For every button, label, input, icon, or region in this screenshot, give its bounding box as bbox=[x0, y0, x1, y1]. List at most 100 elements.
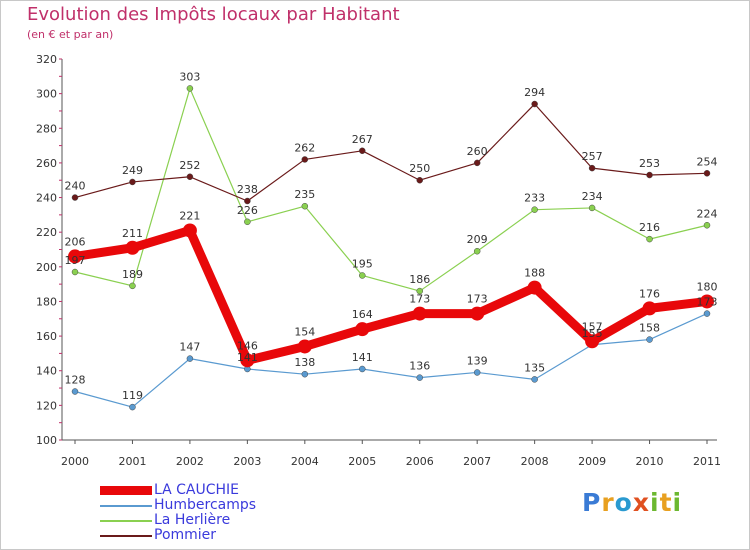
data-label-la-herli-re: 226 bbox=[237, 204, 258, 217]
data-label-la-cauchie: 188 bbox=[524, 267, 545, 280]
data-label-pommier: 257 bbox=[582, 150, 603, 163]
data-label-la-cauchie: 180 bbox=[697, 280, 718, 293]
x-tick-label: 2002 bbox=[176, 455, 204, 468]
point-la-cauchie bbox=[125, 240, 140, 255]
point-la-cauchie bbox=[642, 301, 657, 316]
y-tick-label: 180 bbox=[36, 295, 57, 308]
data-label-pommier: 260 bbox=[467, 145, 488, 158]
point-pommier bbox=[703, 170, 711, 177]
axes: 100 120 140 160 180 200 220 240 260 280 300 320 2000… bbox=[36, 53, 721, 468]
data-label-humbercamps: 173 bbox=[697, 296, 718, 309]
data-label-la-herli-re: 197 bbox=[65, 254, 86, 267]
y-tick-label: 300 bbox=[36, 88, 57, 101]
point-humbercamps bbox=[646, 336, 653, 343]
point-la-cauchie bbox=[412, 306, 427, 321]
data-label-la-herli-re: 216 bbox=[639, 221, 660, 234]
point-humbercamps bbox=[473, 369, 481, 376]
data-label-humbercamps: 135 bbox=[524, 361, 545, 374]
data-label-humbercamps: 158 bbox=[639, 322, 660, 335]
x-tick-label: 2009 bbox=[578, 455, 606, 468]
data-label-humbercamps: 141 bbox=[352, 351, 373, 364]
point-pommier bbox=[301, 156, 309, 163]
x-tick-label: 2008 bbox=[521, 455, 549, 468]
data-label-la-herli-re: 195 bbox=[352, 257, 373, 270]
point-la-cauchie bbox=[585, 334, 600, 349]
point-la-herli-re bbox=[244, 218, 251, 226]
point-humbercamps bbox=[359, 365, 366, 373]
point-la-herli-re bbox=[359, 272, 366, 279]
data-labels: 128 119 147 141 138 141 136 139 135 155 158 173 197 1… bbox=[65, 70, 718, 402]
data-label-pommier: 267 bbox=[352, 133, 373, 146]
point-humbercamps bbox=[703, 310, 711, 317]
logo-letter: i bbox=[650, 488, 660, 517]
point-la-cauchie bbox=[470, 306, 485, 321]
point-la-herli-re bbox=[531, 206, 538, 213]
point-humbercamps bbox=[186, 355, 194, 362]
data-label-la-herli-re: 303 bbox=[179, 70, 200, 83]
point-humbercamps bbox=[129, 403, 136, 411]
legend-swatch bbox=[100, 520, 152, 522]
point-la-cauchie bbox=[355, 322, 370, 337]
data-label-humbercamps: 139 bbox=[467, 354, 488, 367]
legend-label: LA CAUCHIE bbox=[154, 482, 240, 498]
data-label-pommier: 249 bbox=[122, 164, 143, 177]
legend-swatch bbox=[100, 535, 152, 537]
point-la-herli-re bbox=[703, 222, 711, 229]
data-label-pommier: 254 bbox=[697, 155, 718, 168]
data-label-humbercamps: 128 bbox=[65, 374, 86, 387]
x-tick-label: 2007 bbox=[463, 455, 491, 468]
data-label-humbercamps: 155 bbox=[582, 327, 603, 340]
point-pommier bbox=[129, 178, 136, 186]
logo-letter: r bbox=[601, 488, 615, 517]
legend-label: Humbercamps bbox=[154, 497, 257, 513]
point-humbercamps bbox=[531, 376, 538, 383]
data-label-la-herli-re: 186 bbox=[409, 273, 430, 286]
series-line-pommier bbox=[74, 103, 708, 202]
point-la-herli-re bbox=[71, 268, 79, 276]
x-tick-label: 2005 bbox=[348, 455, 376, 468]
point-la-herli-re bbox=[646, 235, 653, 243]
data-label-la-cauchie: 221 bbox=[179, 209, 200, 222]
data-label-pommier: 238 bbox=[237, 183, 258, 196]
point-pommier bbox=[588, 164, 596, 172]
data-label-la-herli-re: 224 bbox=[697, 207, 718, 220]
data-label-la-herli-re: 235 bbox=[294, 188, 315, 201]
legend-swatch bbox=[100, 486, 152, 495]
data-label-la-cauchie: 157 bbox=[582, 320, 603, 333]
point-humbercamps bbox=[301, 370, 309, 378]
point-pommier bbox=[473, 159, 481, 167]
data-label-la-herli-re: 189 bbox=[122, 268, 143, 281]
point-la-herli-re bbox=[129, 282, 136, 290]
point-pommier bbox=[646, 171, 653, 179]
point-la-herli-re bbox=[588, 204, 596, 212]
point-la-cauchie bbox=[527, 280, 542, 295]
legend-swatch bbox=[100, 505, 152, 507]
series-layer bbox=[68, 85, 714, 411]
series-line-la-herli-re bbox=[74, 87, 708, 292]
data-label-la-cauchie: 154 bbox=[294, 325, 315, 338]
legend-label: La Herlière bbox=[154, 512, 231, 528]
x-tick-label: 2011 bbox=[693, 455, 721, 468]
y-tick-label: 240 bbox=[36, 192, 57, 205]
y-tick-label: 140 bbox=[36, 365, 57, 378]
x-tick-label: 2000 bbox=[61, 455, 89, 468]
point-humbercamps bbox=[416, 374, 423, 381]
y-tick-label: 200 bbox=[36, 261, 57, 274]
x-tick-label: 2004 bbox=[291, 455, 319, 468]
legend-label: Pommier bbox=[154, 527, 217, 543]
data-label-pommier: 250 bbox=[409, 162, 430, 175]
data-label-la-cauchie: 173 bbox=[409, 293, 430, 306]
point-la-cauchie bbox=[182, 223, 197, 238]
point-la-herli-re bbox=[416, 287, 423, 295]
point-la-herli-re bbox=[186, 85, 194, 92]
x-tick-label: 2010 bbox=[636, 455, 664, 468]
data-label-la-cauchie: 206 bbox=[65, 235, 86, 248]
logo-letter: t bbox=[659, 488, 673, 517]
point-la-cauchie bbox=[297, 339, 312, 354]
y-tick-label: 120 bbox=[36, 399, 57, 412]
y-tick-label: 220 bbox=[36, 226, 57, 239]
logo-letter: P bbox=[582, 488, 602, 517]
point-pommier bbox=[186, 173, 194, 181]
